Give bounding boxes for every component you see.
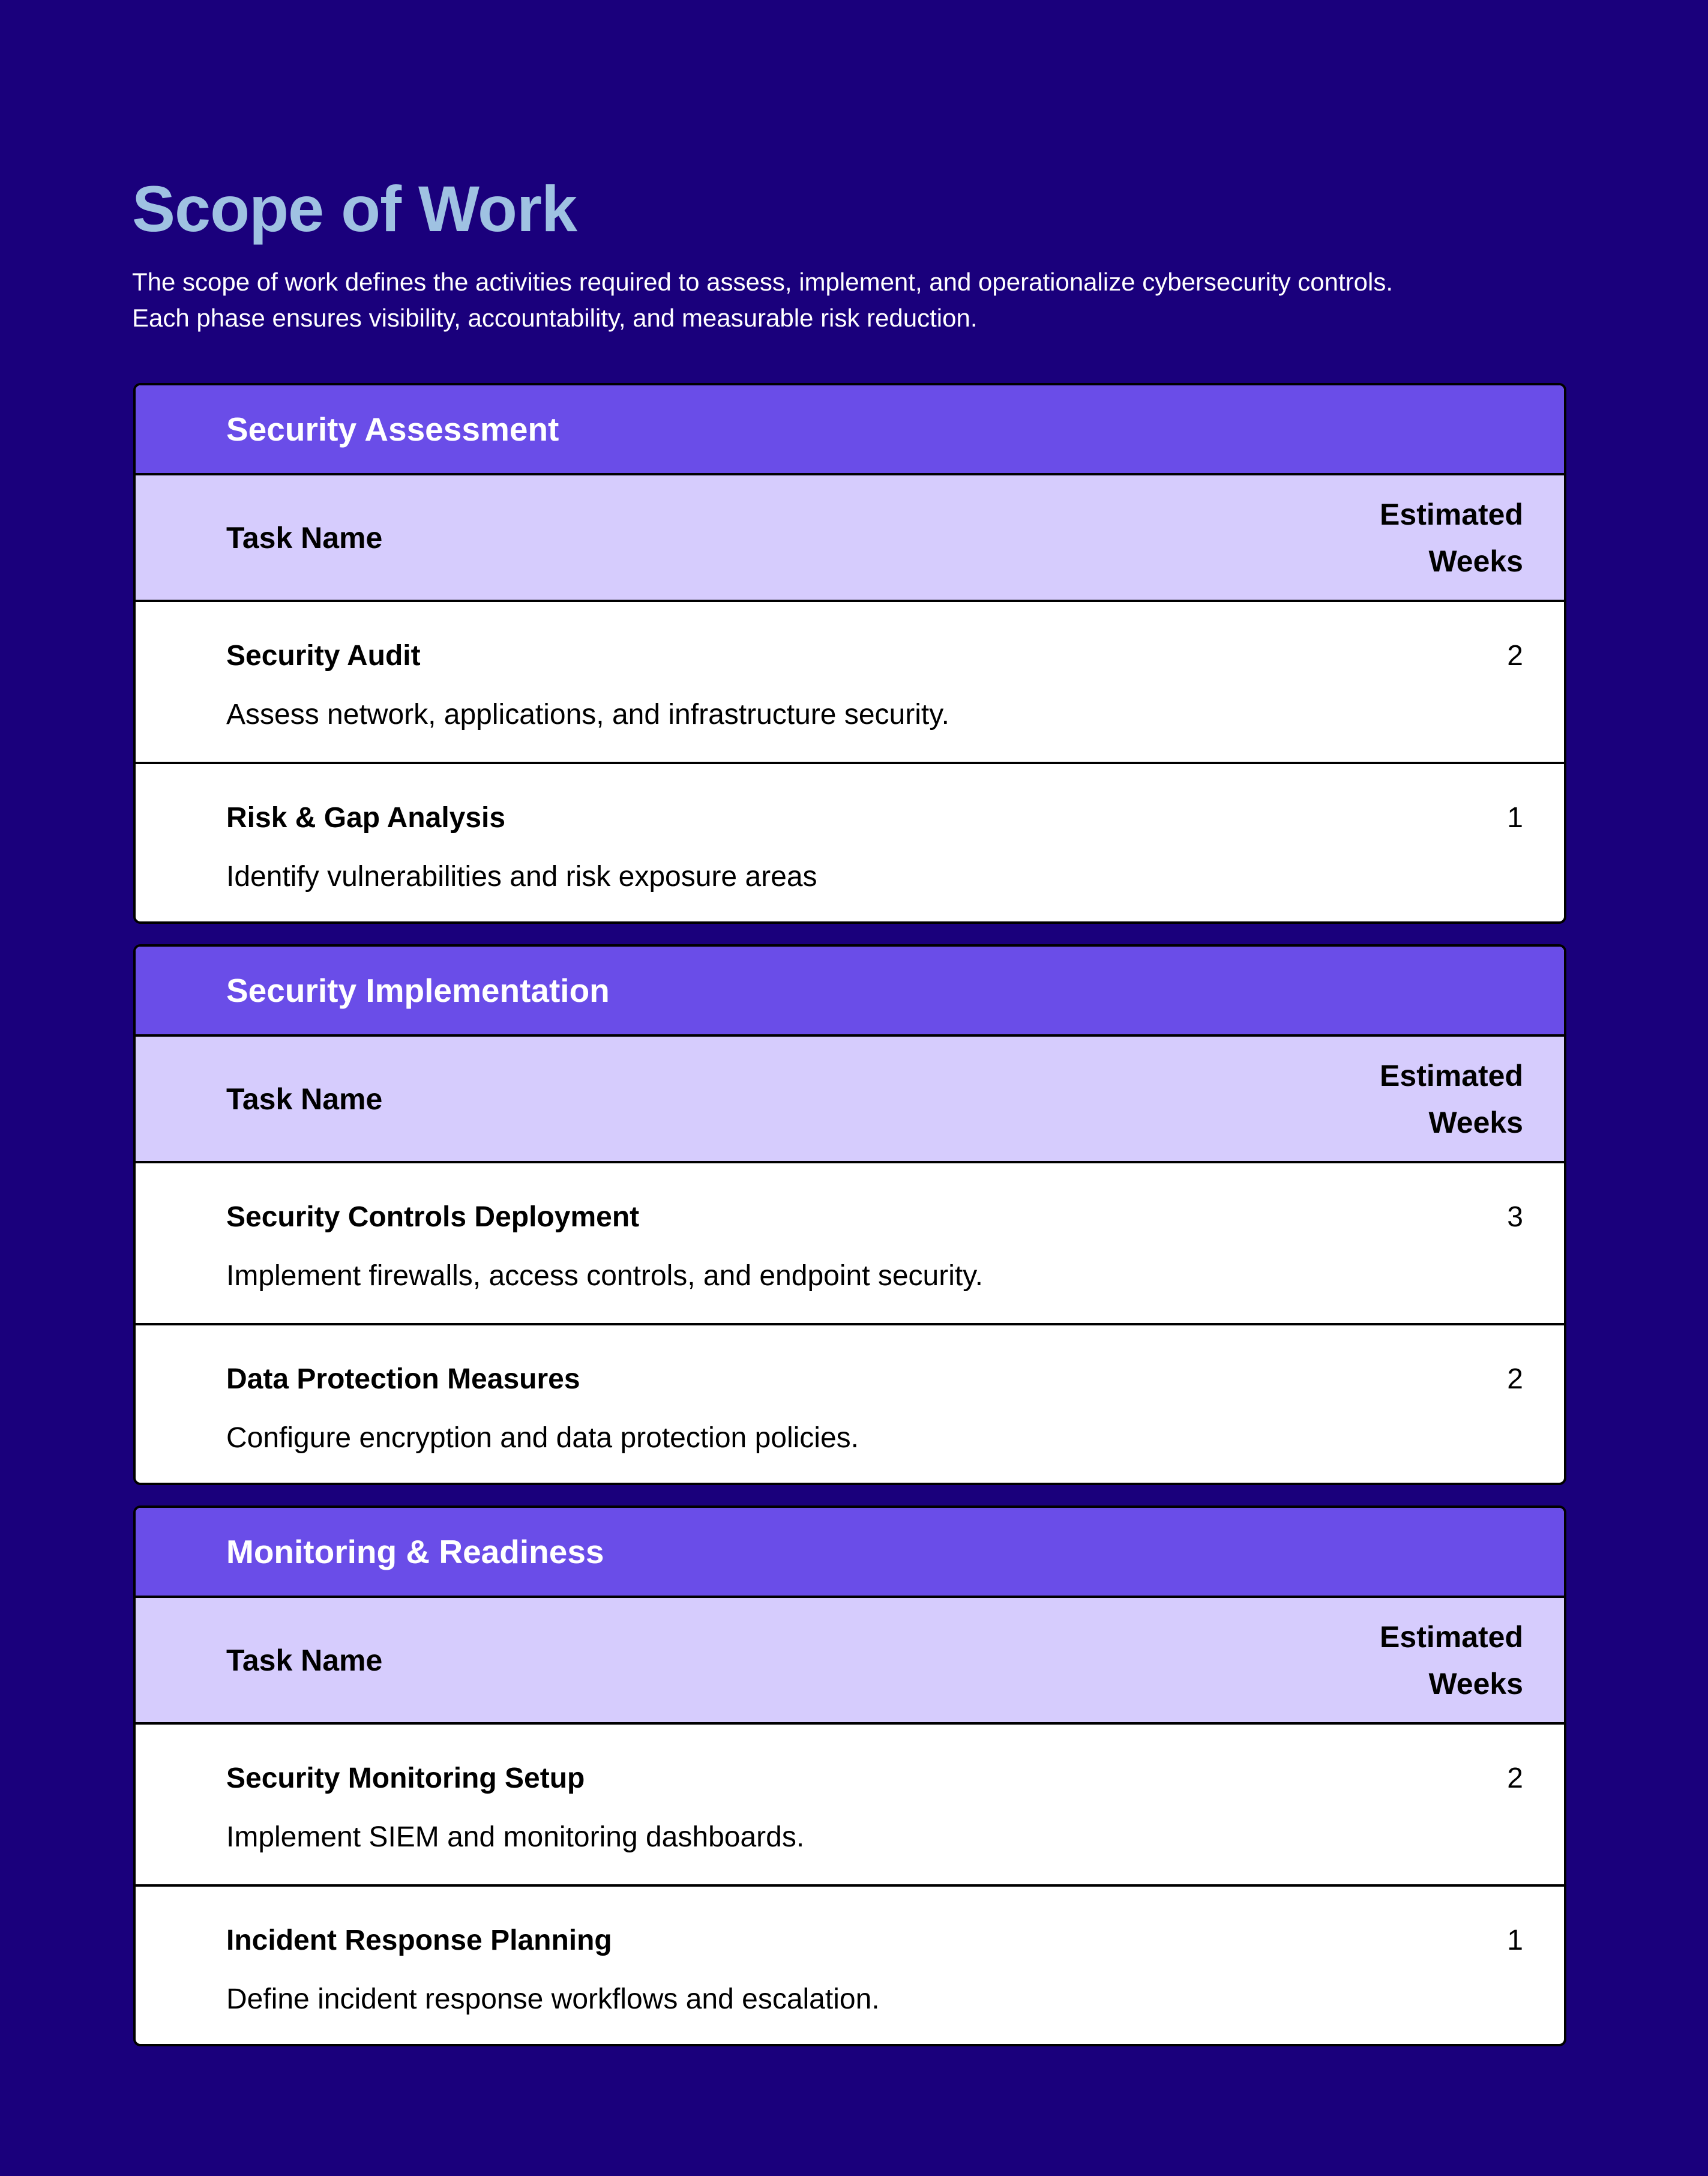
sections-list: Security Assessment Task Name Estimated W… (133, 383, 1566, 2067)
section-security-assessment: Security Assessment Task Name Estimated W… (133, 383, 1566, 924)
column-weeks-line-2: Weeks (1428, 1666, 1523, 1701)
section-security-implementation: Security Implementation Task Name Estima… (133, 944, 1566, 1485)
task-description: Assess network, applications, and infras… (226, 699, 949, 731)
column-estimated-weeks: Estimated Weeks (1331, 491, 1523, 585)
column-task-name: Task Name (226, 1643, 383, 1677)
column-weeks-line-2: Weeks (1428, 544, 1523, 578)
page-title: Scope of Work (132, 172, 577, 245)
intro-line-2: Each phase ensures visibility, accountab… (132, 304, 978, 332)
task-name: Risk & Gap Analysis (226, 802, 506, 834)
section-title: Monitoring & Readiness (226, 1533, 604, 1570)
column-header-row: Task Name Estimated Weeks (136, 475, 1564, 602)
table-row: Risk & Gap Analysis 1 Identify vulnerabi… (136, 762, 1564, 921)
task-description: Configure encryption and data protection… (226, 1422, 859, 1454)
table-row: Security Controls Deployment 3 Implement… (136, 1163, 1564, 1323)
table-row: Data Protection Measures 2 Configure enc… (136, 1323, 1564, 1483)
column-task-name: Task Name (226, 520, 383, 555)
column-weeks-line-1: Estimated (1380, 1620, 1523, 1654)
column-weeks-line-1: Estimated (1380, 1058, 1523, 1093)
task-description: Identify vulnerabilities and risk exposu… (226, 861, 817, 893)
task-name: Security Audit (226, 640, 421, 672)
task-description: Define incident response workflows and e… (226, 1983, 880, 2015)
task-weeks: 2 (1507, 1762, 1523, 1794)
section-title: Security Assessment (226, 411, 559, 448)
task-weeks: 2 (1507, 1363, 1523, 1395)
column-task-name: Task Name (226, 1082, 383, 1116)
column-estimated-weeks: Estimated Weeks (1331, 1614, 1523, 1707)
column-weeks-line-1: Estimated (1380, 497, 1523, 531)
table-row: Security Audit 2 Assess network, applica… (136, 602, 1564, 762)
task-description: Implement SIEM and monitoring dashboards… (226, 1821, 805, 1853)
section-header: Security Implementation (136, 947, 1564, 1037)
task-description: Implement firewalls, access controls, an… (226, 1260, 984, 1292)
intro-paragraph: The scope of work defines the activities… (132, 264, 1602, 336)
section-header: Monitoring & Readiness (136, 1508, 1564, 1598)
task-name: Security Monitoring Setup (226, 1762, 585, 1794)
task-name: Incident Response Planning (226, 1924, 612, 1956)
task-weeks: 1 (1507, 1924, 1523, 1956)
section-title: Security Implementation (226, 972, 610, 1009)
column-header-row: Task Name Estimated Weeks (136, 1037, 1564, 1163)
column-header-row: Task Name Estimated Weeks (136, 1598, 1564, 1725)
intro-line-1: The scope of work defines the activities… (132, 268, 1394, 296)
section-header: Security Assessment (136, 385, 1564, 475)
task-weeks: 1 (1507, 802, 1523, 834)
task-name: Security Controls Deployment (226, 1201, 640, 1233)
column-estimated-weeks: Estimated Weeks (1331, 1052, 1523, 1146)
section-monitoring-readiness: Monitoring & Readiness Task Name Estimat… (133, 1505, 1566, 2046)
task-name: Data Protection Measures (226, 1363, 580, 1395)
column-weeks-line-2: Weeks (1428, 1105, 1523, 1139)
task-weeks: 3 (1507, 1201, 1523, 1233)
table-row: Incident Response Planning 1 Define inci… (136, 1884, 1564, 2044)
task-weeks: 2 (1507, 640, 1523, 672)
table-row: Security Monitoring Setup 2 Implement SI… (136, 1725, 1564, 1884)
